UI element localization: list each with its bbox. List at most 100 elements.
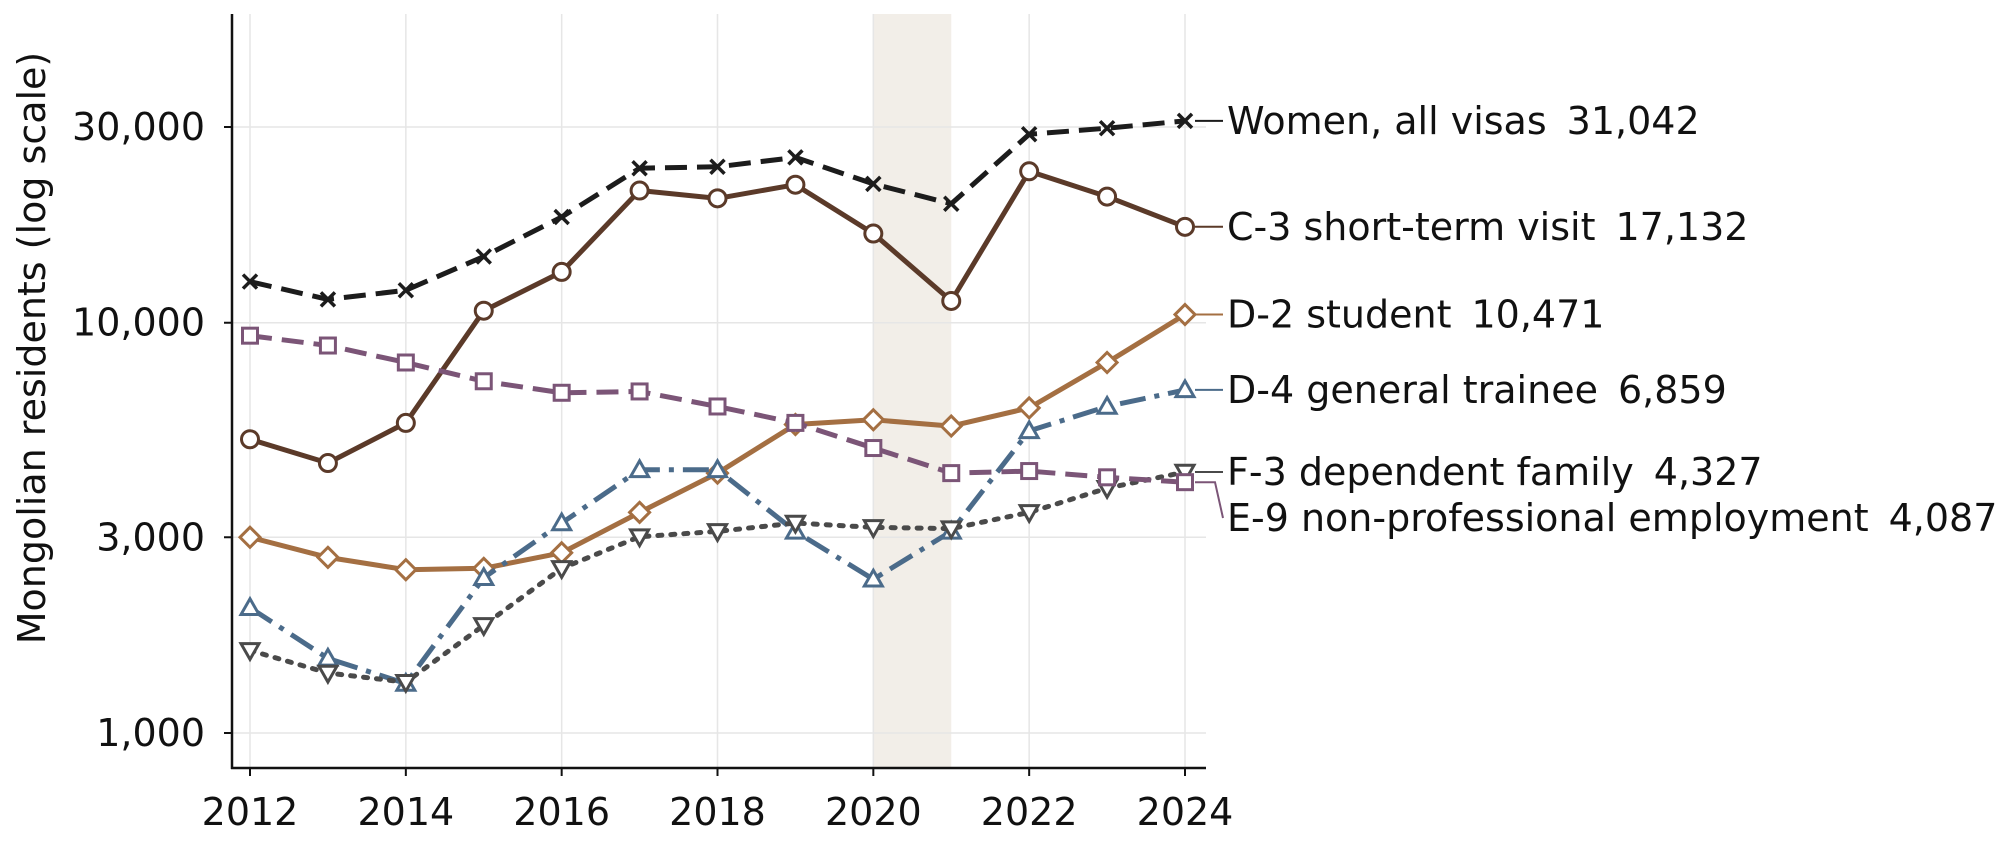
data-point [630,382,649,401]
data-point [1097,186,1118,207]
data-point [1098,468,1117,487]
data-point [1095,394,1119,415]
data-point [319,291,337,308]
series-group [237,112,1198,695]
data-point [943,195,960,212]
data-point [397,282,415,299]
series-4 [238,463,1197,695]
data-point [315,545,341,570]
axes [224,14,1206,776]
series-end-label: D-2 student 10,471 [1227,293,1604,337]
data-point [1019,161,1040,182]
data-point [785,174,806,195]
data-point [629,180,650,201]
x-tick-label: 2016 [513,790,610,834]
data-point [472,617,496,638]
series-end-label: Women, all visas 31,042 [1227,99,1700,143]
data-point [705,523,730,544]
data-point [861,407,886,432]
data-point [393,557,418,582]
data-point [317,453,338,474]
data-point [939,413,964,439]
data-point [475,248,492,265]
y-tick-label: 10,000 [72,301,205,345]
end-labels: Women, all visas 31,042 C-3 short-term vis… [1195,99,1997,540]
x-tick-label: 2012 [202,790,299,834]
series-0 [241,112,1194,308]
data-point [863,223,884,244]
series-5 [241,326,1194,492]
data-point [1098,119,1116,137]
data-point [552,383,571,402]
series-end-label: D-4 general trainee 6,859 [1227,368,1727,412]
data-point [627,457,652,479]
series-1 [240,161,1195,474]
series-end-value: 6,859 [1618,368,1727,412]
x-tick-label: 2024 [1137,790,1234,834]
data-point [241,326,259,345]
data-point [942,464,961,483]
data-point [1020,462,1039,481]
data-point [1173,463,1197,485]
x-tick-label: 2022 [981,790,1078,834]
data-point [316,664,340,686]
series-name: Women, all visas [1227,99,1547,143]
data-point [238,642,262,663]
data-point [864,439,883,458]
data-point [553,208,570,226]
y-tick-label: 1,000 [96,711,205,755]
series-end-value: 17,132 [1616,205,1749,249]
data-point [1017,504,1041,525]
series-end-value: 4,087 [1889,496,1998,540]
data-point [627,528,652,549]
data-point [631,160,648,177]
y-axis-title: Mongolian residents (log scale) [10,52,54,645]
data-point [787,149,804,166]
series-name: D-2 student [1227,293,1452,337]
data-point [783,514,808,536]
data-point [551,261,572,282]
series-end-label: C-3 short-term visit 17,132 [1227,205,1748,249]
data-point [627,500,652,525]
data-point [939,520,963,541]
data-point [318,336,337,355]
data-point [549,540,574,565]
data-point [240,429,260,450]
y-tick-label: 3,000 [96,515,205,559]
data-point [1176,112,1194,130]
data-point [861,519,885,540]
data-point [709,158,726,175]
series-name: C-3 short-term visit [1227,205,1596,249]
data-point [708,397,727,416]
data-point [786,413,805,432]
data-point [1020,126,1038,143]
series-end-label: E-9 non-professional employment 4,087 [1227,496,1997,540]
data-point [705,457,730,479]
series-name: F-3 dependent family [1227,450,1634,494]
x-tick-label: 2018 [669,790,766,834]
data-point [1176,473,1194,492]
data-point [396,353,415,372]
data-point [550,560,574,581]
series-end-value: 10,471 [1472,293,1605,337]
data-point [550,510,574,532]
series-end-value: 31,042 [1567,99,1700,143]
data-point [707,188,728,209]
series-end-value: 4,327 [1654,450,1763,494]
data-point [237,525,263,550]
data-point [1175,216,1195,237]
x-tick-label: 2014 [357,790,454,834]
data-point [1173,377,1197,399]
shaded-region-rect [873,14,952,768]
shaded-period [873,14,952,768]
data-point [1172,302,1198,327]
data-point [861,567,885,588]
data-point [473,300,494,321]
data-point [474,372,493,391]
data-point [395,412,416,433]
data-point [238,595,262,616]
series-name: E-9 non-professional employment [1227,496,1869,540]
tick-labels: 2012 2014 2016 2018 2020 2022 2024 1,000 3,000 10… [72,105,1233,834]
series-end-label: F-3 dependent family 4,327 [1227,450,1763,494]
